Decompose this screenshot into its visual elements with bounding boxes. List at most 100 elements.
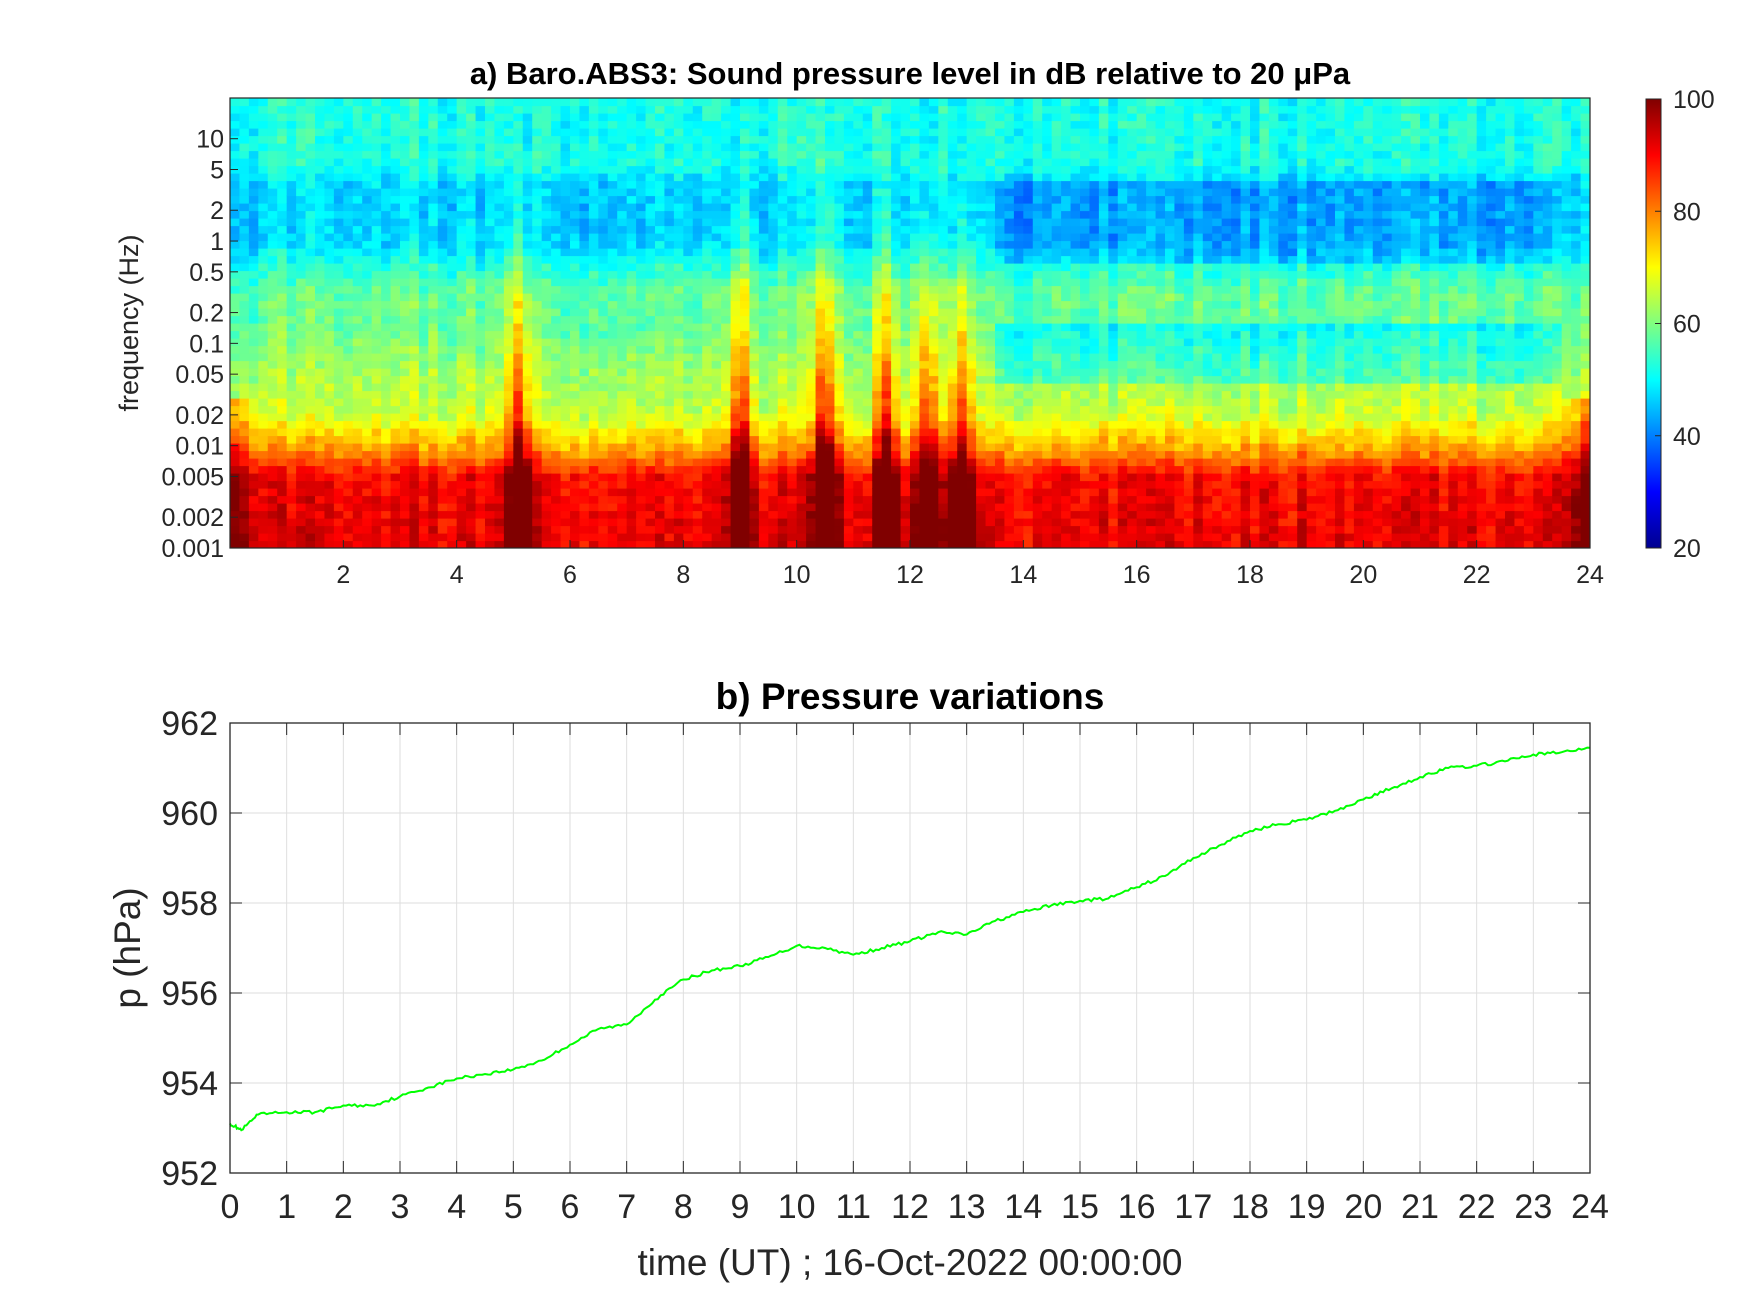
heatmap-cell <box>296 135 307 144</box>
heatmap-cell <box>428 218 439 227</box>
heatmap-cell <box>579 405 590 414</box>
heatmap-cell <box>834 210 845 219</box>
heatmap-cell <box>910 525 921 534</box>
heatmap-cell <box>626 233 637 242</box>
heatmap-cell <box>532 203 543 212</box>
heatmap-cell <box>995 308 1006 317</box>
heatmap-cell <box>806 390 817 399</box>
heatmap-cell <box>664 353 675 362</box>
heatmap-cell <box>277 105 288 114</box>
heatmap-cell <box>815 398 826 407</box>
heatmap-cell <box>664 158 675 167</box>
heatmap-cell <box>494 278 505 287</box>
heatmap-cell <box>985 323 996 332</box>
heatmap-cell <box>475 165 486 174</box>
heatmap-cell <box>862 458 873 467</box>
heatmap-cell <box>239 188 250 197</box>
heatmap-cell <box>787 248 798 257</box>
heatmap-cell <box>683 98 694 107</box>
heatmap-cell <box>815 360 826 369</box>
heatmap-cell <box>683 240 694 249</box>
heatmap-cell <box>418 278 429 287</box>
heatmap-cell <box>862 360 873 369</box>
heatmap-cell <box>928 390 939 399</box>
heatmap-cell <box>494 120 505 129</box>
heatmap-cell <box>513 390 524 399</box>
heatmap-cell <box>239 488 250 497</box>
heatmap-cell <box>928 180 939 189</box>
heatmap-cell <box>768 405 779 414</box>
heatmap-cell <box>919 405 930 414</box>
heatmap-cell <box>371 240 382 249</box>
heatmap-cell <box>409 165 420 174</box>
heatmap-cell <box>607 450 618 459</box>
heatmap-cell <box>910 465 921 474</box>
heatmap-cell <box>730 173 741 182</box>
heatmap-cell <box>352 105 363 114</box>
heatmap-cell <box>721 180 732 189</box>
heatmap-cell <box>910 323 921 332</box>
heatmap-cell <box>362 165 373 174</box>
heatmap-cell <box>296 240 307 249</box>
heatmap-cell <box>645 135 656 144</box>
heatmap-cell <box>485 518 496 527</box>
heatmap-cell <box>910 135 921 144</box>
heatmap-cell <box>938 405 949 414</box>
heatmap-cell <box>551 210 562 219</box>
heatmap-cell <box>976 443 987 452</box>
heatmap-cell <box>919 398 930 407</box>
heatmap-cell <box>541 345 552 354</box>
heatmap-cell <box>626 285 637 294</box>
heatmap-cell <box>843 450 854 459</box>
heatmap-cell <box>862 188 873 197</box>
heatmap-cell <box>532 383 543 392</box>
heatmap-cell <box>381 158 392 167</box>
heatmap-cell <box>995 210 1006 219</box>
heatmap-cell <box>551 188 562 197</box>
heatmap-cell <box>588 285 599 294</box>
heatmap-cell <box>843 105 854 114</box>
heatmap-cell <box>853 135 864 144</box>
heatmap-cell <box>400 143 411 152</box>
heatmap-cell <box>645 330 656 339</box>
heatmap-cell <box>333 443 344 452</box>
heatmap-cell <box>362 285 373 294</box>
heatmap-cell <box>485 225 496 234</box>
heatmap-cell <box>692 218 703 227</box>
heatmap-cell <box>891 263 902 272</box>
heatmap-cell <box>296 428 307 437</box>
heatmap-cell <box>617 458 628 467</box>
heatmap-cell <box>277 450 288 459</box>
heatmap-cell <box>957 173 968 182</box>
heatmap-cell <box>853 120 864 129</box>
heatmap-cell <box>777 285 788 294</box>
heatmap-cell <box>258 270 269 279</box>
heatmap-cell <box>843 323 854 332</box>
heatmap-cell <box>305 98 316 107</box>
heatmap-cell <box>560 398 571 407</box>
heatmap-cell <box>258 105 269 114</box>
heatmap-cell <box>862 180 873 189</box>
heatmap-cell <box>843 405 854 414</box>
heatmap-cell <box>796 458 807 467</box>
heatmap-cell <box>409 120 420 129</box>
heatmap-cell <box>248 420 259 429</box>
heatmap-cell <box>239 330 250 339</box>
heatmap-cell <box>456 473 467 482</box>
heatmap-cell <box>749 540 760 548</box>
heatmap-cell <box>995 503 1006 512</box>
heatmap-cell <box>645 210 656 219</box>
heatmap-cell <box>598 113 609 122</box>
heatmap-cell <box>588 173 599 182</box>
heatmap-cell <box>607 173 618 182</box>
heatmap-cell <box>636 113 647 122</box>
heatmap-cell <box>324 300 335 309</box>
heatmap-cell <box>315 135 326 144</box>
heatmap-cell <box>626 465 637 474</box>
heatmap-cell <box>588 405 599 414</box>
heatmap-cell <box>428 300 439 309</box>
heatmap-cell <box>390 480 401 489</box>
heatmap-cell <box>673 240 684 249</box>
heatmap-cell <box>1013 458 1024 467</box>
heatmap-cell <box>466 323 477 332</box>
